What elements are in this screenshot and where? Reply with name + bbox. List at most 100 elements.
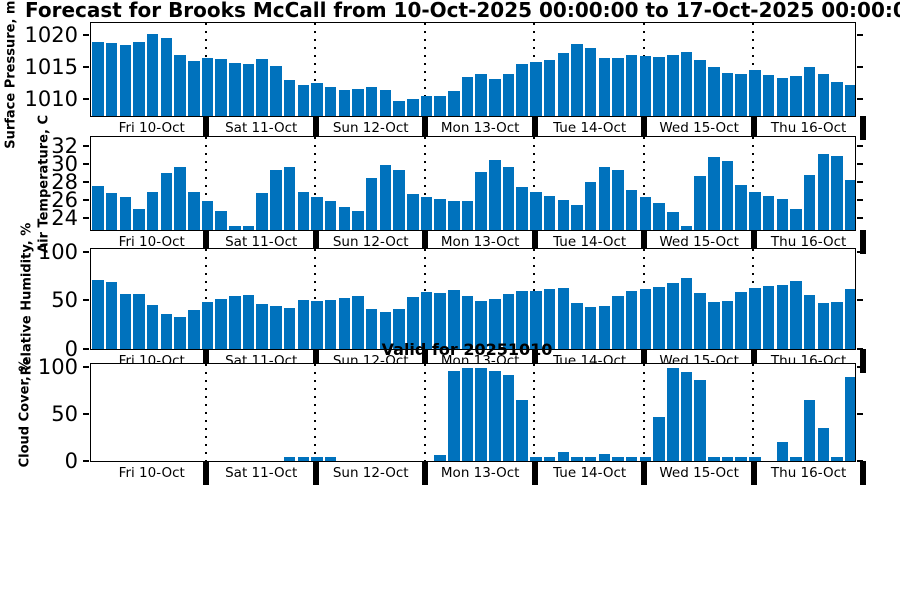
bar: [776, 198, 788, 230]
bar: [215, 58, 227, 116]
y-tick-label: 1015: [24, 54, 78, 79]
bar: [297, 457, 310, 461]
y-tick-mark-right: [857, 299, 863, 302]
bar: [735, 292, 747, 349]
bar: [803, 295, 816, 349]
bar: [92, 279, 104, 349]
bar: [475, 171, 487, 230]
day-gridline: [314, 23, 317, 116]
bar: [379, 90, 392, 116]
day-gridline: [752, 23, 755, 116]
day-separator: [531, 230, 538, 254]
day-label: Tue 14-Oct: [553, 465, 627, 481]
bar: [776, 78, 788, 116]
bar: [338, 298, 351, 349]
day-gridline: [752, 364, 755, 461]
bar: [557, 199, 570, 230]
bar: [557, 287, 570, 349]
day-separator: [422, 230, 429, 254]
day-separator: [641, 461, 648, 485]
y-tick-mark-left: [83, 299, 89, 302]
bar: [379, 311, 392, 349]
bar: [571, 205, 583, 230]
bar: [612, 170, 624, 230]
bar: [352, 296, 364, 349]
bar: [174, 54, 186, 116]
y-tick-mark-right: [857, 34, 863, 36]
bar: [283, 80, 296, 116]
bar: [680, 52, 693, 116]
day-separator: [422, 461, 429, 485]
y-tick-label: 26: [51, 188, 78, 213]
bar: [653, 57, 665, 116]
bar: [297, 299, 310, 349]
y-axis-label: Cloud Cover, %: [17, 358, 33, 467]
bar: [133, 294, 145, 349]
day-label: Thu 16-Oct: [770, 465, 847, 481]
bar: [448, 290, 460, 349]
bar: [502, 74, 515, 116]
bar: [762, 75, 775, 116]
day-label: Wed 15-Oct: [659, 234, 739, 250]
bar: [489, 160, 501, 230]
bar: [803, 174, 816, 230]
bar: [749, 287, 761, 349]
y-tick-mark-right: [857, 181, 863, 184]
bar: [420, 95, 433, 116]
bar: [215, 211, 227, 230]
bar: [105, 193, 118, 230]
bar: [543, 289, 556, 349]
day-separator: [203, 461, 210, 485]
bar: [530, 291, 542, 349]
bar: [598, 453, 611, 461]
bar: [119, 45, 132, 116]
bar: [324, 299, 337, 349]
bar: [407, 297, 419, 349]
day-separator: [531, 116, 538, 140]
day-label: Thu 16-Oct: [770, 234, 847, 250]
bar: [817, 302, 830, 349]
bar: [133, 41, 145, 116]
day-gridline: [204, 137, 207, 230]
day-separator: [312, 349, 319, 373]
day-separator: [422, 349, 429, 373]
bar: [749, 457, 761, 461]
bar: [844, 179, 855, 230]
y-tick-mark-right: [857, 163, 863, 166]
day-label: Sun 12-Oct: [332, 120, 409, 136]
y-tick-label: 100: [37, 240, 78, 265]
y-tick-mark-left: [83, 163, 89, 166]
bar: [311, 457, 323, 461]
bar: [475, 367, 487, 461]
bar: [817, 154, 830, 230]
bar: [324, 457, 337, 461]
bar: [831, 301, 843, 349]
day-gridline: [423, 137, 426, 230]
bar: [160, 314, 173, 349]
bar: [489, 78, 501, 116]
bar: [242, 295, 255, 349]
day-label: Sun 12-Oct: [332, 234, 409, 250]
bar: [735, 457, 747, 461]
bar: [242, 64, 255, 116]
y-tick-mark-left: [83, 251, 89, 254]
bar: [667, 282, 679, 349]
y-tick-label: 32: [51, 134, 78, 159]
y-tick-label: 1010: [24, 86, 78, 111]
bar: [489, 370, 501, 461]
bar: [105, 43, 118, 116]
bar: [502, 167, 515, 230]
day-separator-end: [860, 349, 866, 373]
day-label: Sun 12-Oct: [332, 465, 409, 481]
bar: [680, 372, 693, 461]
day-label: Tue 14-Oct: [553, 120, 627, 136]
bar: [256, 193, 268, 230]
bar: [680, 277, 693, 349]
bar: [270, 65, 282, 116]
day-label: Fri 10-Oct: [118, 234, 185, 250]
day-separator: [203, 349, 210, 373]
bar: [146, 191, 159, 230]
bar: [721, 72, 734, 116]
day-label: Sat 11-Oct: [225, 465, 298, 481]
bar: [598, 305, 611, 349]
